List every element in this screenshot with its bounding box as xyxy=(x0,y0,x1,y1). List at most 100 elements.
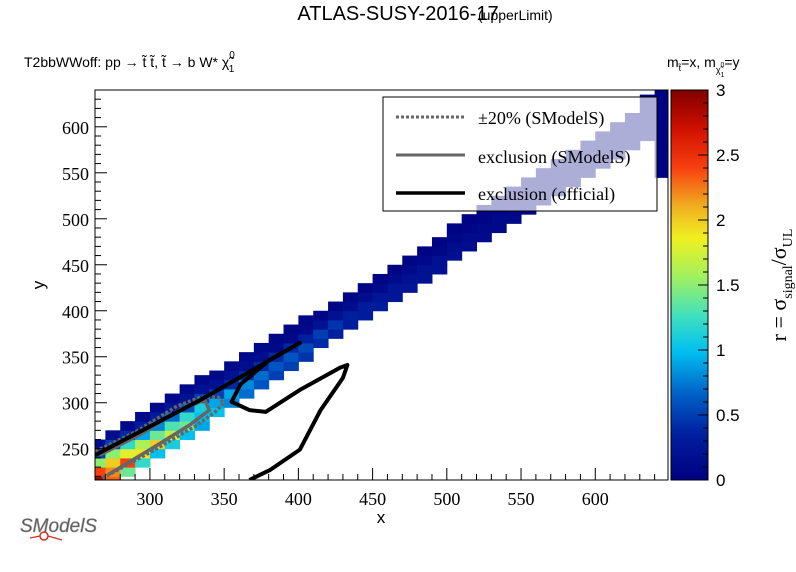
x-tick-label: 600 xyxy=(582,489,609,509)
colorbar-tick-label: 1 xyxy=(716,341,725,360)
heatmap-cell xyxy=(328,310,344,321)
heatmap-cell xyxy=(105,448,121,459)
heatmap-cell xyxy=(283,352,299,362)
heatmap-cell xyxy=(357,292,374,303)
heatmap-cell xyxy=(194,384,210,395)
y-tick-label: 400 xyxy=(62,302,89,322)
heatmap-cell xyxy=(194,421,210,431)
heatmap-cell xyxy=(135,430,151,441)
heatmap-cell xyxy=(283,361,299,372)
heatmap-cell xyxy=(461,214,478,224)
heatmap-cell xyxy=(446,241,463,252)
heatmap-cell xyxy=(654,168,668,178)
heatmap-cell xyxy=(446,223,463,234)
heatmap-cell xyxy=(313,338,329,349)
heatmap-cell xyxy=(476,223,492,234)
heatmap-cell xyxy=(654,103,668,114)
heatmap-cell xyxy=(461,241,478,252)
heatmap-cell xyxy=(91,486,106,496)
axes: 300 350 400 450 500 550 600 250 300 350 400 450 500 5… xyxy=(62,89,656,509)
heatmap-cell xyxy=(283,333,299,344)
chart-subtitle: (upperLimit) xyxy=(478,7,553,23)
colorbar-ticks: 0 0.5 1 1.5 2 2.5 3 xyxy=(698,81,740,490)
heatmap-cell xyxy=(253,379,270,390)
heatmap-cell xyxy=(357,301,374,312)
heatmap-cell xyxy=(328,301,344,312)
y-tick-label: 300 xyxy=(62,394,89,414)
heatmap-cell xyxy=(149,430,166,441)
legend: ±20% (SModelS) exclusion (SModelS) exclu… xyxy=(382,96,658,212)
heatmap-cell xyxy=(476,232,492,243)
x-tick-label: 400 xyxy=(285,489,312,509)
heatmap-cell xyxy=(95,467,106,477)
heatmap-cell xyxy=(238,361,255,372)
heatmap-cell xyxy=(402,264,418,275)
heatmap-cell xyxy=(387,292,403,303)
heatmap-cell xyxy=(461,232,478,243)
heatmap-cell xyxy=(105,476,121,480)
heatmap-cell xyxy=(209,379,225,390)
heatmap-cell xyxy=(209,398,225,408)
svg-text:SModelS: SModelS xyxy=(20,516,97,537)
heatmap-cell xyxy=(268,342,285,353)
heatmap-cell xyxy=(120,467,136,477)
x-tick-label: 500 xyxy=(433,489,460,509)
heatmap-cell xyxy=(313,329,329,339)
heatmap-cell xyxy=(491,223,507,234)
heatmap-cell xyxy=(238,388,255,399)
y-tick-label: 550 xyxy=(62,164,89,184)
x-tick-label: 300 xyxy=(136,489,163,509)
heatmap-cell xyxy=(95,476,106,480)
heatmap-cell xyxy=(135,421,151,431)
heatmap-cell xyxy=(446,250,463,261)
mass-label: mt̃=x, mχ̃0 1=y xyxy=(667,54,740,79)
heatmap-cell xyxy=(402,283,418,293)
heatmap-cell xyxy=(372,301,388,312)
heatmap-cell xyxy=(313,319,329,330)
heatmap-cell xyxy=(268,370,285,381)
y-tick-label: 450 xyxy=(62,256,89,276)
smodels-logo: SModelS xyxy=(20,516,98,541)
heatmap-cell xyxy=(238,352,255,362)
heatmap-cell xyxy=(105,457,121,468)
heatmap-cell xyxy=(342,301,359,312)
heatmap-cell xyxy=(491,214,507,224)
heatmap-cell xyxy=(387,264,403,275)
colorbar-tick-label: 0.5 xyxy=(716,406,740,425)
heatmap-cell xyxy=(120,439,136,450)
heatmap-cell xyxy=(105,430,121,441)
heatmap-cell xyxy=(387,273,403,284)
official-exclusion-contour xyxy=(95,340,350,480)
contours xyxy=(95,340,350,480)
heatmap-cell xyxy=(654,122,668,132)
smodels-pm20-contour xyxy=(95,395,227,480)
heatmap-cell xyxy=(417,264,433,275)
heatmap-cell xyxy=(654,149,668,160)
heatmap-cell xyxy=(179,384,195,395)
heatmap-cell xyxy=(372,273,388,284)
colorbar-tick-label: 0 xyxy=(716,471,725,490)
heatmap-cell xyxy=(164,393,181,404)
y-tick-label: 600 xyxy=(62,118,89,138)
heatmap-cell xyxy=(253,370,270,381)
heatmap-cell xyxy=(654,90,668,96)
heatmap-cell xyxy=(194,375,210,385)
heatmap-cell xyxy=(476,214,492,224)
x-axis-label: x xyxy=(377,508,386,527)
heatmap-cell xyxy=(298,342,314,353)
heatmap-cell xyxy=(179,393,195,404)
heatmap-cell xyxy=(654,158,668,169)
heatmap-cell xyxy=(431,246,448,257)
x-tick-label: 450 xyxy=(359,489,386,509)
x-tick-label: 350 xyxy=(211,489,238,509)
y-tick-label: 250 xyxy=(62,440,89,460)
heatmap-cell xyxy=(283,324,299,335)
heatmap-cell xyxy=(654,112,668,123)
y-tick-label: 500 xyxy=(62,210,89,230)
heatmap-cell xyxy=(461,223,478,234)
heatmap-cell xyxy=(328,319,344,330)
legend-entry-pm20: ±20% (SModelS) xyxy=(478,108,604,129)
heatmap-cell xyxy=(224,388,240,399)
process-label: T2bbWWoff: pp → t̃ t̃, t̃ → b W* χ̃0 1 xyxy=(24,50,235,75)
